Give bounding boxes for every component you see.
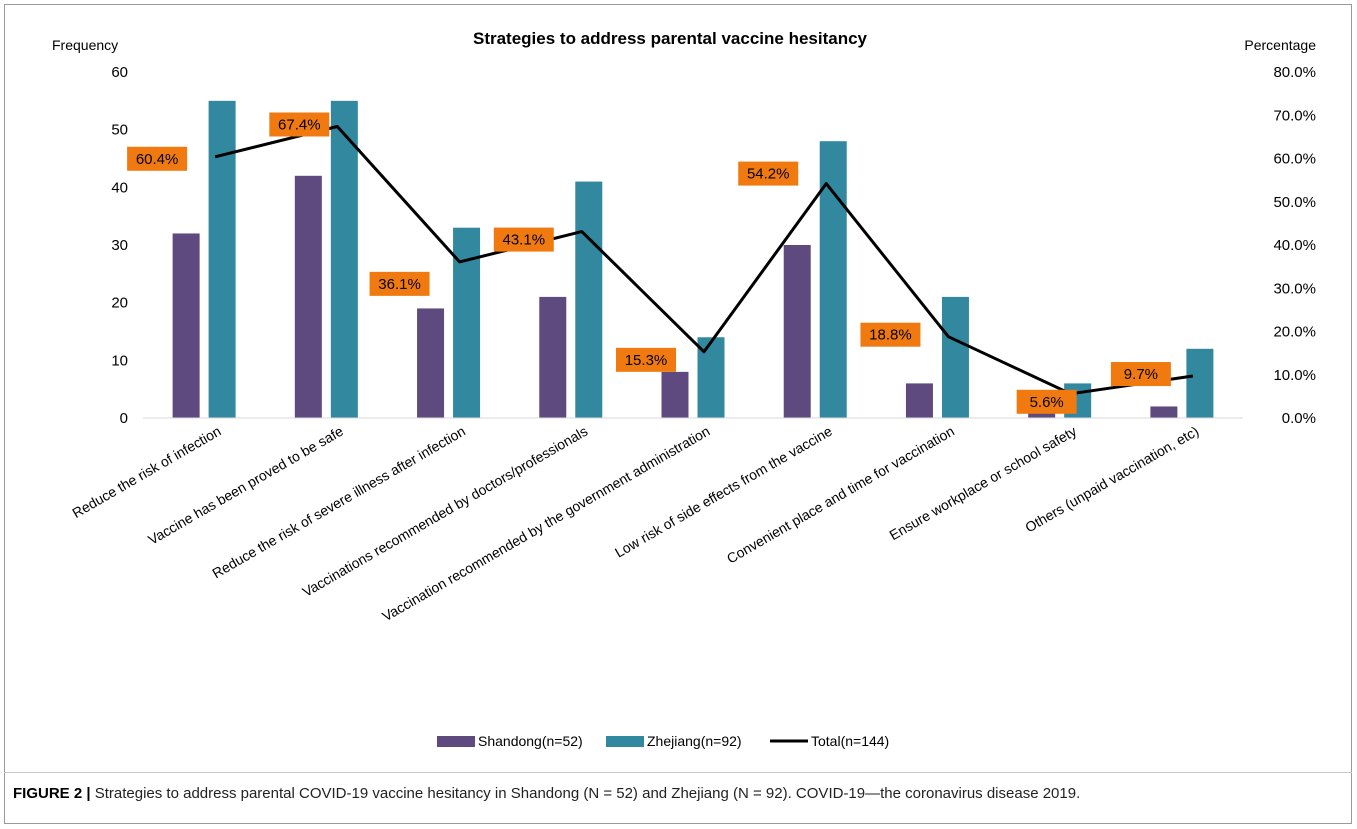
percentage-label-bg: [493, 227, 554, 252]
percentage-label-bg: [1016, 389, 1077, 414]
left-axis-title: Frequency: [52, 37, 118, 53]
percentage-label-text: 43.1%: [503, 232, 546, 249]
left-axis-ticks: 0 10 20 30 40 50 60: [111, 64, 128, 427]
percentage-label-text: 9.7%: [1124, 366, 1158, 383]
bar-shandong: [905, 383, 933, 418]
bar-shandong: [661, 371, 689, 418]
bar-zhejiang: [208, 100, 236, 418]
right-tick-label: 60.0%: [1273, 151, 1316, 168]
bar-series: [172, 100, 1214, 418]
bar-zhejiang: [819, 141, 847, 418]
bar-zhejiang: [453, 227, 481, 418]
percentage-labels: 60.4% 67.4% 36.1% 43.1% 15.3% 54.2% 18.8% 5.6% 9…: [127, 112, 1171, 414]
bar-zhejiang: [941, 296, 969, 418]
percentage-label-bg: [738, 161, 799, 186]
right-tick-label: 20.0%: [1273, 324, 1316, 341]
category-label: Convenient place and time for vaccinatio…: [724, 423, 957, 567]
percentage-label: 43.1%: [493, 227, 554, 252]
legend-swatch-zhejiang: [606, 736, 644, 747]
right-axis-title: Percentage: [1244, 37, 1316, 53]
percentage-label-text: 36.1%: [378, 276, 421, 293]
percentage-label: 18.8%: [860, 322, 921, 347]
percentage-label-text: 18.8%: [869, 327, 912, 344]
category-label: Vaccine has been proved to be safe: [145, 423, 346, 548]
bar-zhejiang: [575, 181, 603, 418]
bar-shandong: [294, 175, 322, 418]
percentage-label: 60.4%: [127, 146, 188, 171]
total-line: [214, 125, 1194, 396]
chart-title: Strategies to address parental vaccine h…: [473, 29, 868, 48]
percentage-label-text: 67.4%: [278, 116, 321, 133]
right-tick-label: 40.0%: [1273, 237, 1316, 254]
left-tick-label: 60: [111, 64, 128, 81]
left-tick-label: 0: [120, 410, 128, 427]
legend-label-total: Total(n=144): [811, 733, 889, 749]
bar-zhejiang: [1186, 348, 1214, 418]
percentage-label: 5.6%: [1016, 389, 1077, 414]
percentage-label-bg: [127, 146, 188, 171]
category-label: Ensure workplace or school safety: [887, 423, 1080, 543]
percentage-label-text: 15.3%: [625, 352, 668, 369]
percentage-label-bg: [269, 112, 330, 137]
right-axis-ticks: 0.0% 10.0% 20.0% 30.0% 40.0% 50.0% 60.0% 70.0% 8…: [1273, 64, 1316, 427]
legend-label-zhejiang: Zhejiang(n=92): [647, 733, 742, 749]
right-tick-label: 0.0%: [1282, 410, 1316, 427]
bar-shandong: [417, 308, 445, 418]
caption-text: Strategies to address parental COVID-19 …: [90, 785, 1081, 802]
percentage-label-bg: [860, 322, 921, 347]
caption-label: FIGURE 2 |: [13, 785, 91, 802]
percentage-label: 15.3%: [616, 347, 676, 372]
figure-caption: FIGURE 2 | Strategies to address parenta…: [13, 785, 1343, 802]
legend-swatch-shandong: [437, 736, 475, 747]
bar-zhejiang: [330, 100, 358, 418]
caption-divider: [4, 772, 1352, 773]
legend: Shandong(n=52) Zhejiang(n=92) Total(n=14…: [437, 733, 889, 749]
category-label: Reduce the risk of severe illness after …: [209, 423, 468, 582]
right-tick-label: 10.0%: [1273, 367, 1316, 384]
percentage-label-bg: [1110, 362, 1171, 387]
percentage-label-text: 60.4%: [136, 151, 179, 168]
percentage-label-text: 5.6%: [1030, 394, 1064, 411]
left-tick-label: 20: [111, 295, 128, 312]
left-tick-label: 30: [111, 237, 128, 254]
right-tick-label: 80.0%: [1273, 64, 1316, 81]
legend-label-shandong: Shandong(n=52): [478, 733, 583, 749]
percentage-label: 67.4%: [269, 112, 330, 137]
left-tick-label: 50: [111, 122, 128, 139]
bar-shandong: [783, 245, 811, 418]
right-tick-label: 70.0%: [1273, 107, 1316, 124]
bar-shandong: [1150, 406, 1178, 418]
left-tick-label: 10: [111, 352, 128, 369]
bar-shandong: [172, 233, 200, 418]
percentage-label-bg: [369, 271, 430, 296]
total-line-series: [214, 125, 1194, 396]
bar-shandong: [539, 296, 567, 418]
percentage-label-text: 54.2%: [747, 166, 790, 183]
category-label: Low risk of side effects from the vaccin…: [612, 423, 835, 561]
percentage-label: 54.2%: [738, 161, 799, 186]
percentage-label: 9.7%: [1110, 362, 1171, 387]
percentage-label-bg: [616, 347, 676, 372]
right-tick-label: 30.0%: [1273, 280, 1316, 297]
left-tick-label: 40: [111, 179, 128, 196]
percentage-label: 36.1%: [369, 271, 430, 296]
right-tick-label: 50.0%: [1273, 194, 1316, 211]
